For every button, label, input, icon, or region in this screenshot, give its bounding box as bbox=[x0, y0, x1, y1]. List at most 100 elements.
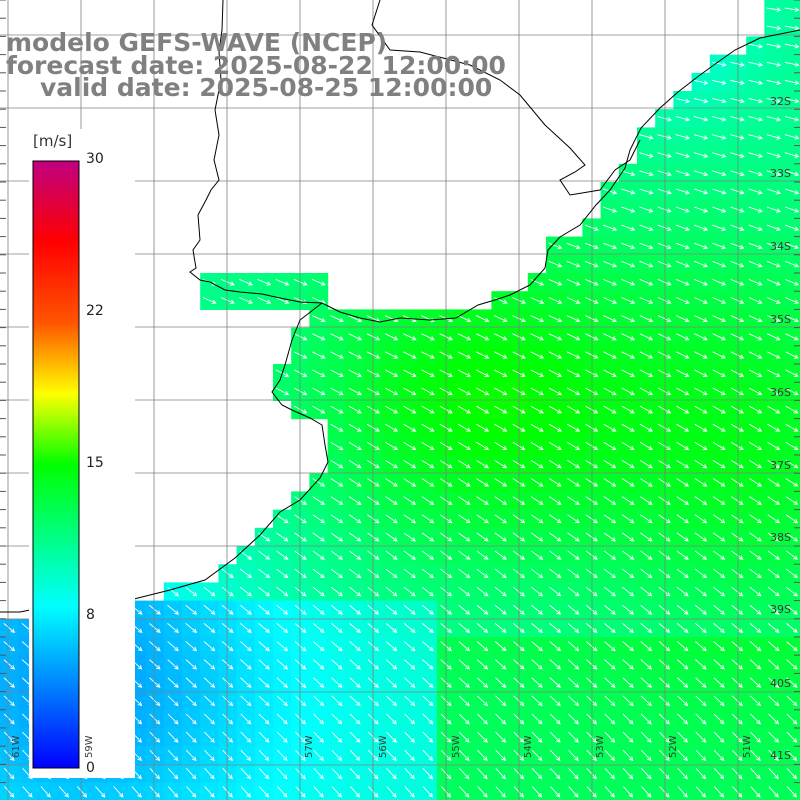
lon-label: 52W bbox=[668, 735, 679, 758]
wind-arrow bbox=[675, 134, 691, 140]
wind-arrow bbox=[22, 786, 33, 798]
wind-arrow bbox=[403, 478, 417, 487]
wind-arrow bbox=[313, 713, 325, 725]
wind-arrow bbox=[477, 713, 488, 725]
wind-arrow bbox=[421, 514, 435, 524]
wind-arrow bbox=[203, 677, 216, 688]
wind-arrow bbox=[767, 532, 780, 542]
wind-arrow bbox=[385, 695, 398, 707]
wind-cell bbox=[473, 782, 492, 800]
wind-arrow bbox=[457, 369, 472, 377]
wind-direction-arrows bbox=[3, 7, 800, 798]
wind-arrow bbox=[748, 242, 763, 250]
wind-arrow bbox=[622, 568, 635, 579]
wind-arrow bbox=[422, 641, 434, 652]
wind-arrow bbox=[149, 786, 160, 798]
wind-arrow bbox=[657, 242, 672, 250]
wind-arrow bbox=[549, 623, 562, 634]
wind-arrow bbox=[330, 333, 344, 341]
wind-cell bbox=[782, 691, 800, 711]
wind-arrow bbox=[693, 98, 709, 104]
wind-arrow bbox=[276, 749, 288, 762]
wind-arrow bbox=[695, 677, 707, 688]
wind-arrow bbox=[330, 387, 344, 396]
wind-arrow bbox=[40, 786, 51, 798]
wind-arrow bbox=[277, 768, 288, 780]
wind-arrow bbox=[584, 333, 599, 341]
wind-cell bbox=[782, 509, 800, 529]
wind-arrow bbox=[675, 260, 690, 268]
wind-arrow bbox=[495, 731, 507, 743]
wind-arrow bbox=[457, 387, 472, 396]
wind-arrow bbox=[641, 786, 652, 798]
wind-arrow bbox=[622, 677, 634, 688]
wind-arrow bbox=[639, 188, 654, 195]
wind-arrow bbox=[604, 695, 616, 707]
wind-arrow bbox=[258, 749, 270, 762]
wind-arrow bbox=[711, 61, 727, 67]
wind-arrow bbox=[750, 768, 761, 780]
wind-cell bbox=[72, 782, 92, 800]
wind-arrow bbox=[494, 550, 507, 560]
wind-arrow bbox=[621, 260, 636, 268]
wind-arrow bbox=[257, 278, 272, 286]
wind-arrow bbox=[658, 695, 671, 707]
wind-arrow bbox=[785, 604, 798, 615]
wind-arrow bbox=[148, 604, 161, 615]
wind-arrow bbox=[676, 478, 690, 487]
wind-arrow bbox=[695, 695, 707, 707]
wind-arrow bbox=[732, 786, 743, 798]
wind-arrow bbox=[621, 242, 636, 250]
wind-arrow bbox=[640, 586, 653, 597]
wind-arrow bbox=[348, 315, 363, 323]
wind-cell bbox=[18, 782, 37, 800]
wind-arrow bbox=[548, 333, 563, 341]
wind-arrow bbox=[348, 514, 362, 524]
wind-arrow bbox=[658, 423, 672, 432]
wind-arrow bbox=[712, 387, 726, 396]
wind-arrow bbox=[458, 731, 470, 743]
wind-arrow bbox=[639, 423, 653, 432]
colorbar-gradient bbox=[32, 160, 80, 769]
wind-arrow bbox=[639, 333, 654, 341]
wind-arrow bbox=[167, 768, 179, 780]
wind-arrow bbox=[403, 659, 416, 670]
wind-arrow bbox=[348, 351, 363, 359]
wind-arrow bbox=[530, 278, 545, 286]
wind-arrow bbox=[786, 641, 798, 652]
wind-arrow bbox=[693, 170, 709, 177]
wind-arrow bbox=[386, 768, 397, 780]
wind-cell bbox=[782, 455, 800, 474]
wind-arrow bbox=[766, 61, 782, 67]
wind-arrow bbox=[730, 116, 745, 122]
wind-arrow bbox=[694, 460, 708, 469]
wind-arrow bbox=[766, 170, 782, 177]
wind-arrow bbox=[604, 786, 615, 798]
wind-arrow bbox=[748, 61, 764, 67]
wind-arrow bbox=[621, 532, 635, 542]
wind-arrow bbox=[476, 441, 490, 450]
wind-arrow bbox=[3, 659, 16, 670]
wind-arrow bbox=[240, 749, 252, 762]
wind-arrow bbox=[749, 478, 762, 487]
wind-arrow bbox=[185, 604, 198, 615]
wind-arrow bbox=[567, 460, 581, 469]
wind-arrow bbox=[695, 641, 707, 652]
wind-arrow bbox=[785, 369, 799, 377]
wind-arrow bbox=[658, 677, 671, 688]
wind-arrow bbox=[349, 731, 361, 743]
wind-arrow bbox=[731, 731, 743, 743]
wind-arrow bbox=[566, 297, 581, 304]
wind-arrow bbox=[349, 659, 361, 670]
wind-arrow bbox=[313, 786, 324, 798]
wind-arrow bbox=[748, 206, 763, 213]
wind-arrow bbox=[567, 641, 580, 652]
wind-arrow bbox=[730, 460, 744, 469]
wind-arrow bbox=[567, 604, 580, 615]
wind-arrow bbox=[748, 369, 763, 377]
wind-arrow bbox=[784, 98, 800, 104]
wind-arrow bbox=[784, 79, 800, 85]
wind-arrow bbox=[421, 460, 435, 469]
wind-arrow bbox=[748, 98, 764, 104]
wind-arrow bbox=[349, 749, 361, 762]
